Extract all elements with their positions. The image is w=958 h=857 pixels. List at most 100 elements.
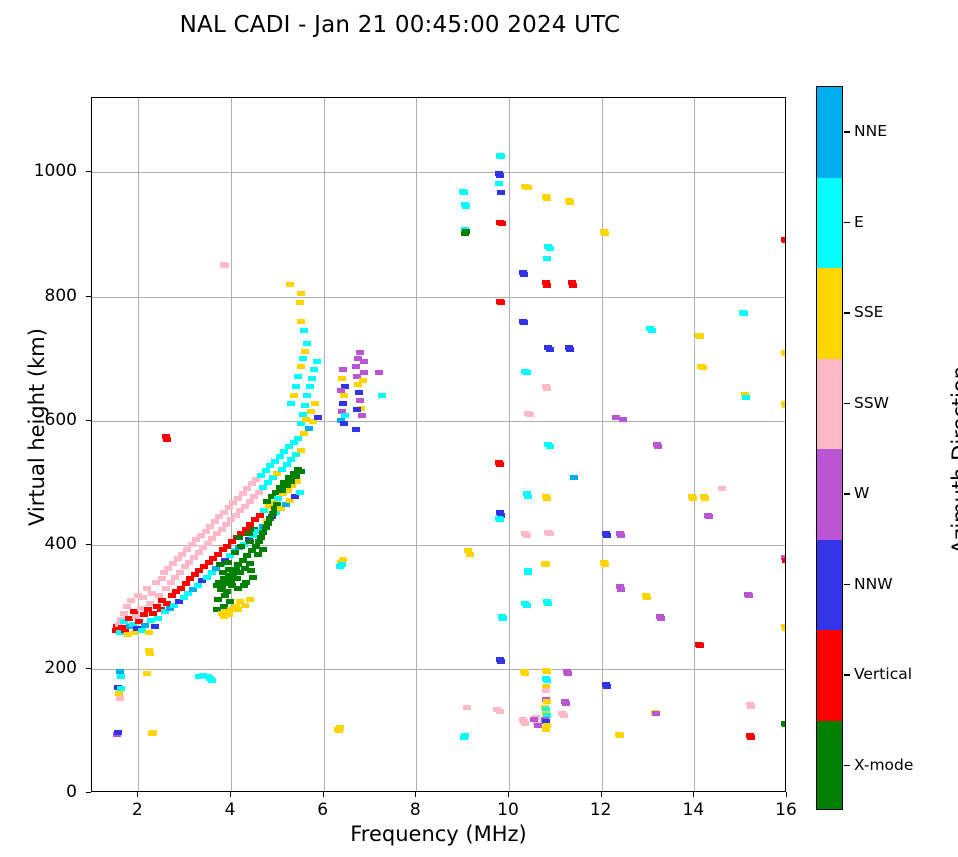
y-tick-mark: [86, 171, 91, 173]
data-mark: [463, 704, 472, 710]
data-mark: [212, 565, 221, 571]
data-mark: [782, 722, 785, 728]
x-tick-mark: [600, 792, 602, 797]
data-mark: [251, 517, 260, 523]
data-mark: [135, 619, 144, 625]
data-mark: [238, 557, 247, 563]
data-mark: [294, 373, 303, 379]
data-mark: [224, 505, 233, 511]
data-mark: [338, 408, 347, 414]
data-mark: [227, 582, 236, 588]
data-mark: [176, 569, 185, 575]
data-mark: [233, 562, 242, 568]
data-mark: [494, 181, 503, 187]
data-mark: [149, 610, 158, 616]
data-mark: [179, 595, 188, 601]
data-mark: [115, 696, 124, 702]
data-mark: [301, 402, 310, 408]
y-tick-label: 600: [44, 409, 77, 430]
data-mark: [145, 650, 154, 656]
data-mark: [196, 532, 205, 538]
data-mark: [495, 461, 504, 467]
data-mark: [284, 444, 293, 450]
data-mark: [300, 328, 309, 334]
data-mark: [496, 154, 505, 160]
data-mark: [782, 557, 785, 563]
data-mark: [337, 388, 346, 394]
data-mark: [182, 547, 191, 553]
data-mark: [235, 534, 244, 540]
data-mark: [222, 580, 231, 586]
data-mark: [303, 393, 312, 399]
data-mark: [294, 435, 303, 441]
data-mark: [336, 725, 345, 731]
data-mark: [700, 495, 709, 501]
data-mark: [601, 562, 610, 568]
data-mark: [227, 607, 235, 613]
data-mark: [647, 328, 656, 334]
data-mark: [237, 543, 246, 549]
data-mark: [360, 359, 369, 365]
data-mark: [220, 613, 229, 619]
y-tick-label: 0: [66, 782, 77, 802]
data-mark: [170, 603, 179, 609]
data-mark: [204, 559, 213, 565]
data-mark: [290, 493, 299, 499]
data-mark: [214, 596, 223, 602]
data-mark: [238, 491, 247, 497]
data-mark: [353, 382, 362, 388]
data-mark: [287, 456, 296, 462]
x-tick-label: 10: [497, 800, 519, 820]
data-mark: [375, 369, 384, 375]
gridline-horizontal: [92, 544, 785, 546]
data-mark: [542, 495, 551, 501]
data-mark: [148, 590, 157, 596]
data-mark: [187, 542, 196, 548]
data-mark: [530, 717, 539, 723]
data-mark: [277, 487, 286, 493]
data-mark: [561, 700, 570, 706]
plot-area: [91, 97, 786, 792]
data-mark: [601, 230, 610, 236]
data-mark: [220, 510, 229, 516]
data-mark: [310, 367, 319, 373]
data-mark: [559, 712, 568, 718]
data-mark: [695, 642, 704, 648]
data-mark: [465, 551, 474, 557]
data-mark: [277, 466, 286, 472]
y-tick-label: 800: [44, 285, 77, 306]
data-mark: [219, 604, 228, 610]
data-mark: [261, 524, 270, 530]
data-mark: [523, 493, 532, 499]
data-mark: [291, 384, 300, 390]
data-mark: [289, 439, 298, 445]
data-mark: [267, 493, 276, 499]
data-mark: [566, 346, 575, 352]
data-mark: [216, 586, 225, 592]
data-mark: [352, 427, 361, 433]
data-mark: [147, 617, 156, 623]
colorbar-tick-mark: [844, 674, 850, 676]
data-mark: [545, 245, 554, 251]
data-mark: [542, 706, 551, 712]
data-mark: [156, 607, 165, 613]
data-mark: [353, 407, 362, 412]
data-mark: [227, 539, 236, 545]
data-mark: [286, 281, 295, 287]
gridline-vertical: [694, 98, 696, 791]
data-mark: [246, 539, 255, 545]
data-mark: [542, 196, 551, 202]
data-mark: [232, 576, 241, 582]
data-mark: [180, 564, 189, 569]
data-mark: [264, 503, 273, 509]
data-mark: [499, 615, 508, 621]
data-mark: [298, 411, 307, 417]
colorbar-segment-e: [817, 177, 842, 268]
data-mark: [522, 603, 531, 609]
data-mark: [334, 728, 343, 734]
x-tick-label: 6: [317, 800, 329, 820]
data-mark: [162, 433, 171, 439]
data-mark: [243, 553, 252, 559]
data-mark: [249, 574, 258, 580]
data-mark: [253, 528, 262, 534]
